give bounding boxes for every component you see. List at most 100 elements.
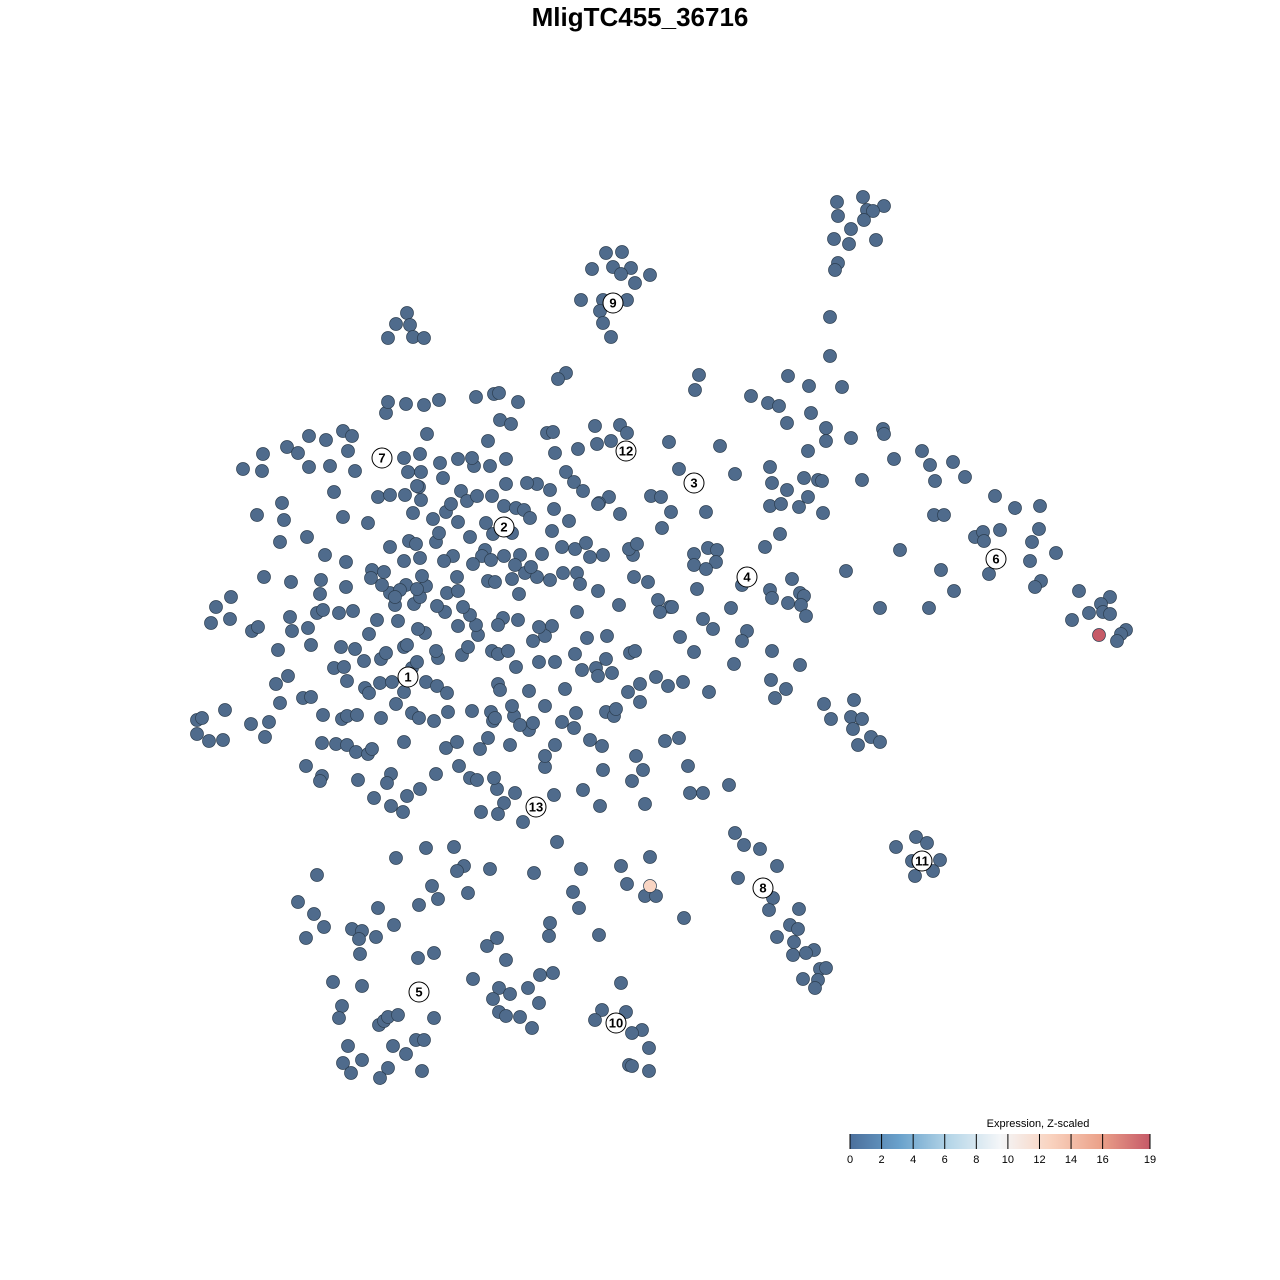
data-point — [923, 458, 937, 472]
data-point — [432, 526, 446, 540]
data-point — [344, 1066, 358, 1080]
data-point — [319, 433, 333, 447]
data-point — [688, 383, 702, 397]
data-point — [920, 836, 934, 850]
cluster-label-badge — [397, 666, 419, 688]
data-point — [799, 609, 813, 623]
data-point — [346, 604, 360, 618]
data-point — [792, 902, 806, 916]
data-point — [545, 524, 559, 538]
data-point — [1103, 590, 1117, 604]
cluster-label-10: 10 — [605, 1012, 627, 1034]
data-point — [596, 548, 610, 562]
data-point — [649, 889, 663, 903]
data-point — [391, 1008, 405, 1022]
data-point — [542, 929, 556, 943]
data-point — [432, 393, 446, 407]
data-point — [417, 398, 431, 412]
data-point — [355, 1053, 369, 1067]
data-point — [802, 379, 816, 393]
data-point — [649, 670, 663, 684]
data-point — [847, 693, 861, 707]
data-point — [209, 600, 223, 614]
data-point — [819, 434, 833, 448]
data-point — [339, 555, 353, 569]
cluster-label-badge — [408, 981, 430, 1003]
data-point — [763, 460, 777, 474]
data-point — [781, 369, 795, 383]
data-point — [439, 741, 453, 755]
data-point — [385, 675, 399, 689]
data-point — [844, 431, 858, 445]
data-point — [499, 953, 513, 967]
data-point — [521, 981, 535, 995]
data-point — [411, 951, 425, 965]
data-point — [614, 976, 628, 990]
cluster-label-3: 3 — [683, 472, 705, 494]
data-point — [620, 877, 634, 891]
data-point — [357, 654, 371, 668]
points-layer — [190, 190, 1133, 1085]
data-point — [273, 696, 287, 710]
data-point — [672, 731, 686, 745]
data-point — [397, 451, 411, 465]
data-point — [1025, 535, 1039, 549]
data-point — [492, 386, 506, 400]
data-point — [450, 570, 464, 584]
data-point — [400, 638, 414, 652]
data-point — [819, 421, 833, 435]
data-point — [709, 555, 723, 569]
data-point — [625, 1026, 639, 1040]
data-point — [461, 640, 475, 654]
data-point — [728, 826, 742, 840]
data-point — [410, 582, 424, 596]
data-point — [369, 930, 383, 944]
data-point — [569, 706, 583, 720]
data-point — [365, 742, 379, 756]
data-point — [636, 763, 650, 777]
data-point — [947, 584, 961, 598]
data-point — [588, 419, 602, 433]
data-point — [799, 946, 813, 960]
data-point — [780, 483, 794, 497]
data-point — [398, 488, 412, 502]
data-point — [300, 530, 314, 544]
data-point — [765, 591, 779, 605]
data-point — [543, 483, 557, 497]
data-point — [480, 939, 494, 953]
data-point — [381, 395, 395, 409]
data-point — [933, 853, 947, 867]
data-point — [302, 429, 316, 443]
data-point — [323, 459, 337, 473]
data-point — [400, 789, 414, 803]
data-point — [653, 605, 667, 619]
data-point — [409, 537, 423, 551]
data-point — [786, 948, 800, 962]
cluster-label-text: 9 — [609, 296, 616, 311]
data-point — [724, 601, 738, 615]
data-point — [318, 548, 332, 562]
data-point — [827, 232, 841, 246]
data-point — [621, 685, 635, 699]
data-point — [770, 930, 784, 944]
data-point — [512, 587, 526, 601]
cluster-label-13: 13 — [525, 796, 547, 818]
data-point — [429, 644, 443, 658]
cluster-label-text: 8 — [759, 881, 766, 896]
data-point — [384, 799, 398, 813]
data-point — [465, 704, 479, 718]
data-point — [831, 209, 845, 223]
data-point — [491, 807, 505, 821]
data-point — [299, 759, 313, 773]
data-point — [655, 521, 669, 535]
data-point — [310, 868, 324, 882]
data-point — [387, 918, 401, 932]
data-point — [844, 222, 858, 236]
data-point — [509, 660, 523, 674]
data-point — [855, 473, 869, 487]
data-point — [642, 1064, 656, 1078]
data-point — [437, 554, 451, 568]
data-point — [543, 573, 557, 587]
data-point — [591, 584, 605, 598]
data-point — [479, 516, 493, 530]
